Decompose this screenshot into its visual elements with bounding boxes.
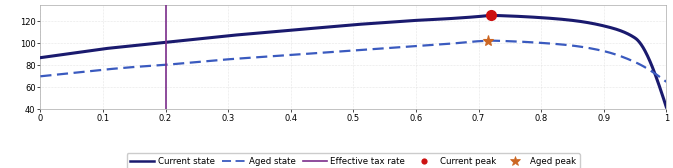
Legend: Current state, Aged state, Effective tax rate, Current peak, Aged peak: Current state, Aged state, Effective tax… [127,153,580,168]
